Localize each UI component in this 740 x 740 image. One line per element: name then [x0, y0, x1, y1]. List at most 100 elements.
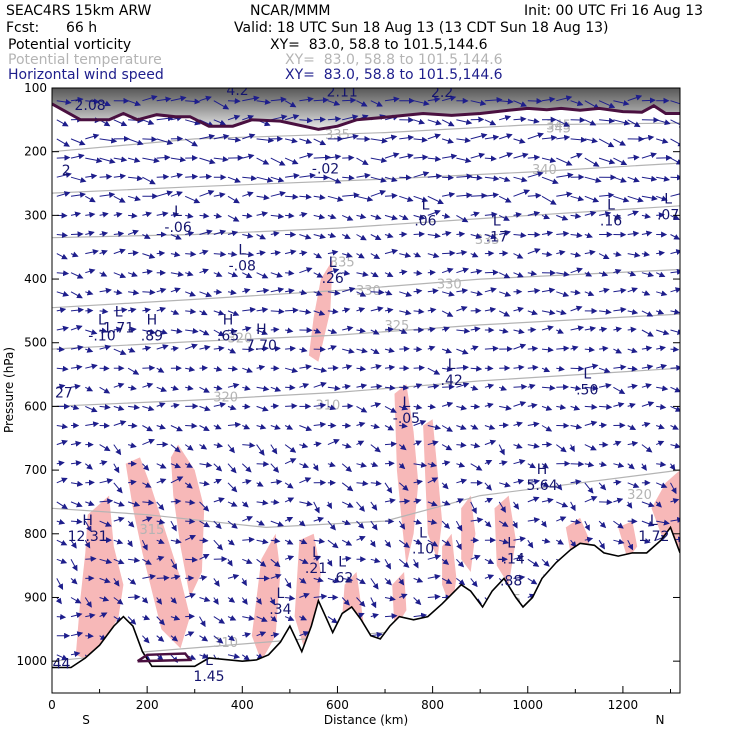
wind-vector — [284, 539, 294, 545]
wind-vector — [284, 516, 294, 523]
wind-vector — [170, 234, 182, 240]
wind-vector — [241, 654, 250, 661]
wind-vector — [584, 496, 598, 503]
x-tick-label: 1000 — [512, 698, 543, 712]
wind-vector — [56, 270, 70, 277]
wind-vector — [541, 230, 554, 237]
wind-vector — [584, 157, 600, 167]
wind-vector — [455, 520, 463, 532]
wind-vector — [213, 423, 222, 430]
wind-vector — [398, 482, 409, 491]
wind-vector — [185, 422, 198, 429]
wind-vector — [142, 233, 151, 239]
wind-vector — [398, 558, 410, 568]
wind-vector — [399, 195, 414, 202]
wind-vector — [185, 270, 194, 277]
wind-vector — [670, 405, 680, 412]
wind-vector — [142, 211, 153, 218]
pv-high-marker: H — [256, 322, 267, 338]
wind-vector — [299, 250, 308, 257]
wind-vector — [641, 195, 658, 201]
wind-vector — [356, 172, 371, 179]
pv-low-marker: L — [650, 513, 658, 529]
wind-vector — [513, 421, 523, 428]
wind-vector — [399, 252, 412, 259]
wind-vector — [513, 306, 524, 313]
wind-vector — [270, 190, 286, 197]
wind-vector — [199, 212, 210, 219]
wind-vector — [142, 405, 155, 412]
wind-vector — [441, 520, 451, 530]
wind-vector — [156, 423, 166, 430]
wind-vector — [85, 230, 95, 237]
wind-vector — [384, 271, 394, 277]
wind-vector — [185, 631, 195, 637]
wind-vector — [541, 287, 556, 294]
wind-vector — [627, 270, 637, 277]
wind-vector — [127, 616, 137, 625]
wind-vector — [641, 329, 654, 337]
wind-vector — [370, 234, 382, 240]
wind-vector — [142, 558, 152, 565]
wind-vector — [441, 213, 451, 219]
wind-vector — [384, 559, 392, 570]
wind-vector — [170, 271, 184, 278]
theta-contour-label: 320 — [213, 390, 238, 405]
wind-vector — [441, 558, 450, 565]
wind-vector — [442, 383, 455, 390]
wind-vector — [399, 134, 415, 141]
wind-vector — [598, 270, 609, 277]
pv-value-label: .10 — [412, 542, 434, 558]
wind-vector — [284, 100, 297, 108]
wind-vector — [213, 229, 227, 236]
wind-vector — [142, 382, 154, 389]
wind-vector — [356, 597, 366, 608]
wind-vector — [584, 461, 595, 468]
pv-value-label: 27 — [55, 386, 73, 402]
theta-contour-label: 335 — [330, 255, 355, 270]
wind-vector — [570, 479, 582, 486]
wind-vector — [313, 366, 328, 373]
wind-vector — [242, 133, 256, 140]
wind-vector — [270, 96, 287, 103]
wind-vector — [185, 343, 198, 350]
wind-vector — [484, 424, 496, 430]
wind-vector — [128, 289, 140, 296]
plot-frame — [51, 87, 681, 694]
wind-vector — [670, 329, 680, 335]
wind-vector — [570, 213, 582, 219]
wind-vector — [170, 95, 187, 102]
wind-vector — [641, 501, 655, 508]
wind-vector — [441, 310, 454, 317]
wind-vector — [256, 329, 268, 336]
wind-vector — [242, 232, 254, 239]
wind-vector — [627, 176, 640, 183]
wind-vector — [527, 577, 538, 585]
wind-vector — [56, 558, 68, 564]
field-2-name: Potential temperature — [8, 52, 162, 68]
wind-vector — [270, 326, 280, 333]
wind-vector — [285, 384, 296, 391]
wind-vector — [370, 137, 388, 144]
y-tick-label: 1000 — [16, 654, 47, 668]
wind-vector — [599, 326, 608, 333]
wind-vector — [285, 307, 299, 314]
wind-vector — [342, 555, 352, 562]
wind-vector — [584, 346, 595, 353]
wind-vector — [584, 482, 594, 494]
wind-vector — [127, 157, 141, 163]
wind-vector — [613, 462, 625, 468]
pv-low-marker: L — [664, 191, 672, 207]
wind-vector — [570, 195, 585, 202]
wind-vector — [384, 441, 397, 448]
wind-vector — [170, 476, 184, 484]
wind-vector — [370, 557, 381, 564]
wind-vector — [270, 573, 282, 580]
wind-vector — [427, 173, 443, 180]
wind-vector — [498, 214, 510, 221]
pv-value-label: .34 — [269, 602, 291, 618]
wind-vector — [370, 520, 378, 531]
wind-vector — [313, 516, 325, 523]
wind-vector — [499, 98, 514, 105]
wind-vector — [156, 555, 165, 562]
